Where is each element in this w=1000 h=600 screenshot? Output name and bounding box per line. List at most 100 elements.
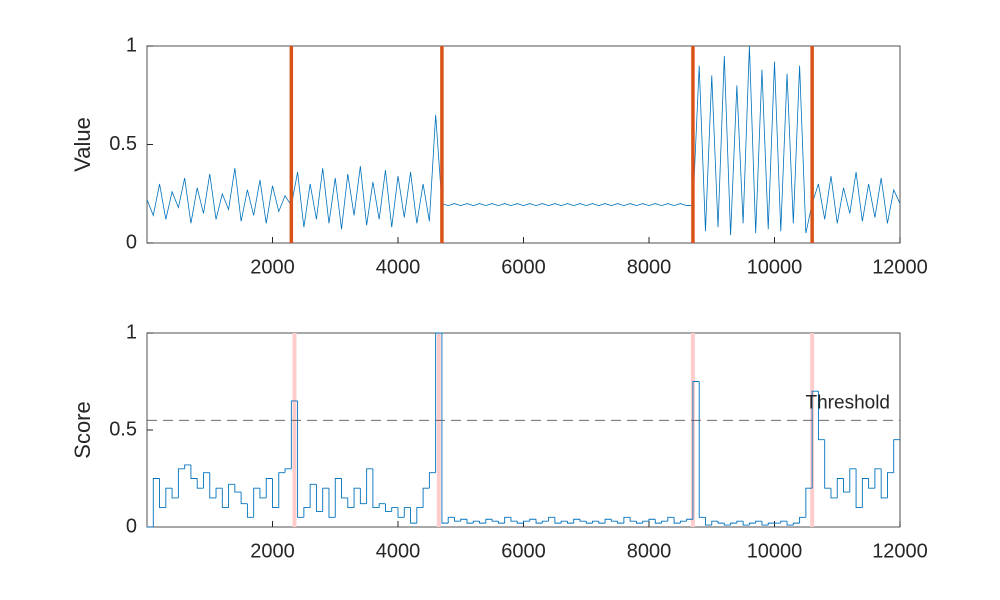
score-step xyxy=(636,521,643,524)
score-step xyxy=(322,487,329,512)
x-tick-label: 4000 xyxy=(376,256,421,278)
score-step xyxy=(874,468,882,489)
score-step xyxy=(849,468,857,493)
score-step xyxy=(661,520,668,524)
score-step xyxy=(196,478,204,489)
score-step xyxy=(234,484,242,493)
score-step xyxy=(893,439,900,473)
score-step xyxy=(887,472,894,498)
score-step xyxy=(278,472,286,508)
score-step xyxy=(328,488,336,518)
score-step xyxy=(805,487,813,518)
score-step xyxy=(767,522,775,526)
score-step xyxy=(686,518,693,522)
score-step xyxy=(353,487,361,508)
score-step xyxy=(579,519,587,522)
plot-area xyxy=(146,45,901,244)
y-tick-label: 0 xyxy=(126,515,137,537)
score-step xyxy=(604,518,612,524)
score-step xyxy=(341,478,348,499)
x-tick-label: 10000 xyxy=(747,256,803,278)
score-step xyxy=(523,520,530,524)
score-step xyxy=(246,503,254,518)
score-step xyxy=(466,519,474,524)
score-step xyxy=(497,521,505,524)
score-step xyxy=(811,390,819,489)
score-step xyxy=(215,487,223,498)
score-step xyxy=(786,521,794,526)
score-step xyxy=(265,478,273,498)
y-axis-label: Value xyxy=(70,117,95,172)
score-step xyxy=(385,503,392,512)
threshold-label: Threshold xyxy=(806,392,891,413)
score-step xyxy=(171,488,179,499)
y-tick-label: 0.5 xyxy=(109,418,137,440)
score-step xyxy=(410,507,417,524)
score-step xyxy=(679,520,687,524)
score-step xyxy=(617,521,624,524)
score-step xyxy=(165,487,173,508)
score-step xyxy=(416,507,424,524)
score-step xyxy=(516,521,524,524)
score-step xyxy=(334,478,342,518)
score-step xyxy=(510,517,518,522)
score-step xyxy=(817,391,825,441)
score-step xyxy=(541,520,549,524)
score-step xyxy=(372,468,380,509)
score-step xyxy=(272,478,279,509)
x-tick-label: 4000 xyxy=(376,540,421,562)
score-step xyxy=(378,503,386,508)
score-step xyxy=(667,516,675,522)
score-step xyxy=(585,521,593,524)
score-step xyxy=(573,518,580,524)
score-step xyxy=(435,332,442,473)
score-step xyxy=(472,520,480,524)
score-step xyxy=(209,472,217,499)
score-step xyxy=(454,517,461,522)
score-step xyxy=(184,464,191,469)
score-step xyxy=(755,520,762,524)
score-step xyxy=(397,507,405,518)
score-step xyxy=(554,517,562,524)
x-tick-label: 6000 xyxy=(501,540,546,562)
score-step xyxy=(654,519,662,524)
score-step xyxy=(836,478,844,498)
score-step xyxy=(284,468,292,473)
y-tick-label: 1 xyxy=(126,321,137,343)
score-step xyxy=(391,507,398,512)
score-step xyxy=(221,488,229,509)
score-step xyxy=(629,517,637,522)
x-tick-label: 12000 xyxy=(872,256,928,278)
x-tick-label: 12000 xyxy=(872,540,928,562)
score-step xyxy=(529,518,537,522)
score-step xyxy=(705,517,712,526)
score-step xyxy=(485,518,493,524)
score-step xyxy=(780,520,788,524)
score-step xyxy=(610,519,618,522)
score-step xyxy=(648,518,656,522)
score-step xyxy=(422,487,430,508)
score-step xyxy=(623,516,631,524)
score-step xyxy=(240,492,248,505)
score-step xyxy=(228,483,235,508)
score-step xyxy=(692,381,700,520)
x-tick-label: 6000 xyxy=(501,256,546,278)
x-tick-label: 2000 xyxy=(250,540,295,562)
score-step xyxy=(297,400,304,518)
score-step xyxy=(535,519,543,524)
score-step xyxy=(742,521,750,526)
score-step xyxy=(717,521,725,524)
score-step xyxy=(177,468,185,498)
score-step xyxy=(491,519,499,522)
score-step xyxy=(447,516,455,524)
score-step xyxy=(761,521,769,526)
score-step xyxy=(566,521,574,524)
score-step xyxy=(748,522,756,526)
score-step xyxy=(190,464,198,479)
x-tick-label: 2000 xyxy=(250,256,295,278)
score-step xyxy=(830,488,838,499)
score-step xyxy=(730,522,737,526)
score-step xyxy=(366,468,373,504)
y-tick-label: 0 xyxy=(126,231,137,253)
